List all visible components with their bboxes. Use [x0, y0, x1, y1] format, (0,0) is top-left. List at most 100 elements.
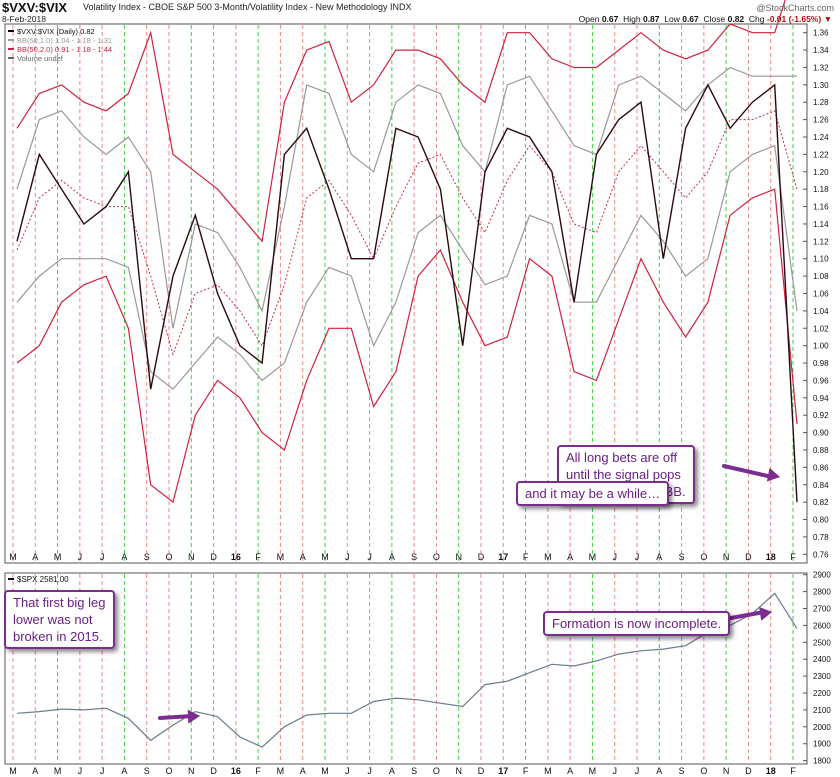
upper-ytick-label: 1.10 [813, 255, 829, 264]
arrow-first-leg-shaft [158, 714, 194, 720]
open-value: 0.67 [601, 14, 619, 24]
upper-xtick-label: S [144, 552, 150, 562]
lower-xtick-label: M [9, 766, 17, 776]
lower-xtick-label: M [544, 766, 552, 776]
lower-xtick-label: J [345, 766, 350, 776]
arrow-first-leg-head [187, 709, 200, 724]
upper-ytick-label: 1.24 [813, 133, 829, 142]
upper-ytick-label: 0.88 [813, 446, 829, 455]
symbol-description: Volatility Index - CBOE S&P 500 3-Month/… [83, 2, 412, 12]
upper-xtick-label: A [656, 552, 662, 562]
upper-xtick-label: 18 [766, 552, 776, 562]
upper-xtick-label: M [544, 552, 552, 562]
annotation-formation: Formation is now incomplete. [543, 611, 731, 636]
upper-xtick-label: J [345, 552, 350, 562]
legend-entry: Volume undef [17, 54, 64, 63]
lower-panel-frame [4, 572, 808, 765]
upper-xtick-label: O [165, 552, 172, 562]
upper-ytick-label: 1.26 [813, 116, 829, 125]
down-arrow-icon: ▼ [823, 14, 832, 24]
upper-xtick-label: S [679, 552, 685, 562]
annotation-first-leg: That first big leg lower was not broken in… [4, 590, 115, 649]
upper-xtick-label: D [210, 552, 217, 562]
ohlc-stats: Open 0.67 High 0.87 Low 0.67 Close 0.82 … [579, 14, 832, 24]
lower-xtick-label: S [411, 766, 417, 776]
upper-xtick-label: D [745, 552, 752, 562]
upper-ytick-label: 0.86 [813, 463, 829, 472]
high-label: High [623, 14, 641, 24]
upper-xtick-label: M [321, 552, 329, 562]
legend-entry: BB(50,1.0) 1.04 - 1.18 - 1.31 [17, 36, 112, 45]
lower-xtick-label: A [567, 766, 573, 776]
upper-xtick-label: A [389, 552, 395, 562]
stockcharts-brand: @StockCharts.com [756, 3, 834, 13]
lower-ytick-label: 2600 [813, 621, 831, 630]
upper-ytick-label: 1.16 [813, 203, 829, 212]
low-value: 0.67 [682, 14, 699, 24]
upper-xtick-label: 17 [498, 552, 508, 562]
bb2-middle-line [16, 110, 798, 357]
upper-xtick-label: O [433, 552, 440, 562]
lower-xtick-label: J [612, 766, 617, 776]
upper-xtick-label: J [367, 552, 372, 562]
upper-xtick-label: N [188, 552, 195, 562]
lower-xtick-label: S [144, 766, 150, 776]
lower-ytick-label: 2200 [813, 689, 831, 698]
upper-ytick-label: 1.08 [813, 272, 829, 281]
upper-ytick-label: 1.00 [813, 342, 829, 351]
annotation-while: and it may be a while… [516, 481, 670, 506]
lower-xtick-label: O [700, 766, 707, 776]
lower-ytick-label: 2000 [813, 723, 831, 732]
upper-xtick-label: S [411, 552, 417, 562]
upper-xtick-label: M [54, 552, 62, 562]
upper-xtick-label: M [589, 552, 597, 562]
upper-ytick-label: 0.96 [813, 376, 829, 385]
lower-xtick-label: F [523, 766, 529, 776]
upper-xtick-label: D [478, 552, 485, 562]
upper-ytick-label: 1.36 [813, 29, 829, 38]
chart-date: 8-Feb-2018 [2, 14, 46, 24]
lower-xtick-label: M [54, 766, 62, 776]
upper-ytick-label: 0.84 [813, 481, 829, 490]
upper-xtick-label: J [612, 552, 617, 562]
lower-ytick-label: 2300 [813, 672, 831, 681]
lower-xtick-label: 18 [766, 766, 776, 776]
upper-ytick-label: 1.18 [813, 185, 829, 194]
lower-xtick-label: D [210, 766, 217, 776]
lower-xtick-label: N [188, 766, 195, 776]
upper-ytick-label: 1.04 [813, 307, 829, 316]
upper-xtick-label: N [723, 552, 730, 562]
upper-ytick-label: 1.30 [813, 81, 829, 90]
upper-ytick-label: 0.78 [813, 533, 829, 542]
arrow-signal-shaft [722, 464, 774, 479]
lower-xtick-label: 17 [498, 766, 508, 776]
lower-xtick-label: D [745, 766, 752, 776]
upper-ytick-label: 0.82 [813, 498, 829, 507]
bb1-lower-line [16, 144, 798, 390]
lower-xtick-label: M [589, 766, 597, 776]
legend-spx: $SPX 2581.00 [17, 575, 69, 584]
lower-xtick-label: D [478, 766, 485, 776]
lower-xtick-label: M [321, 766, 329, 776]
lower-ytick-label: 1900 [813, 740, 831, 749]
lower-xtick-label: 16 [231, 766, 241, 776]
symbol-title: $VXV:$VIX [2, 0, 68, 15]
lower-xtick-label: A [121, 766, 127, 776]
upper-xtick-label: J [78, 552, 83, 562]
bb2-lower-line [16, 188, 798, 504]
bb2-upper-line [16, 0, 786, 243]
lower-xtick-label: J [78, 766, 83, 776]
lower-xtick-label: N [723, 766, 730, 776]
upper-ytick-label: 0.94 [813, 394, 829, 403]
lower-xtick-label: F [790, 766, 796, 776]
upper-ytick-label: 1.02 [813, 324, 829, 333]
lower-ytick-label: 2900 [813, 571, 831, 580]
lower-xtick-label: F [255, 766, 261, 776]
close-value: 0.82 [727, 14, 745, 24]
lower-xtick-label: M [277, 766, 285, 776]
arrow-formation-head [759, 606, 772, 621]
lower-xtick-label: A [389, 766, 395, 776]
open-label: Open [578, 14, 600, 24]
bb1-upper-line [16, 66, 797, 329]
